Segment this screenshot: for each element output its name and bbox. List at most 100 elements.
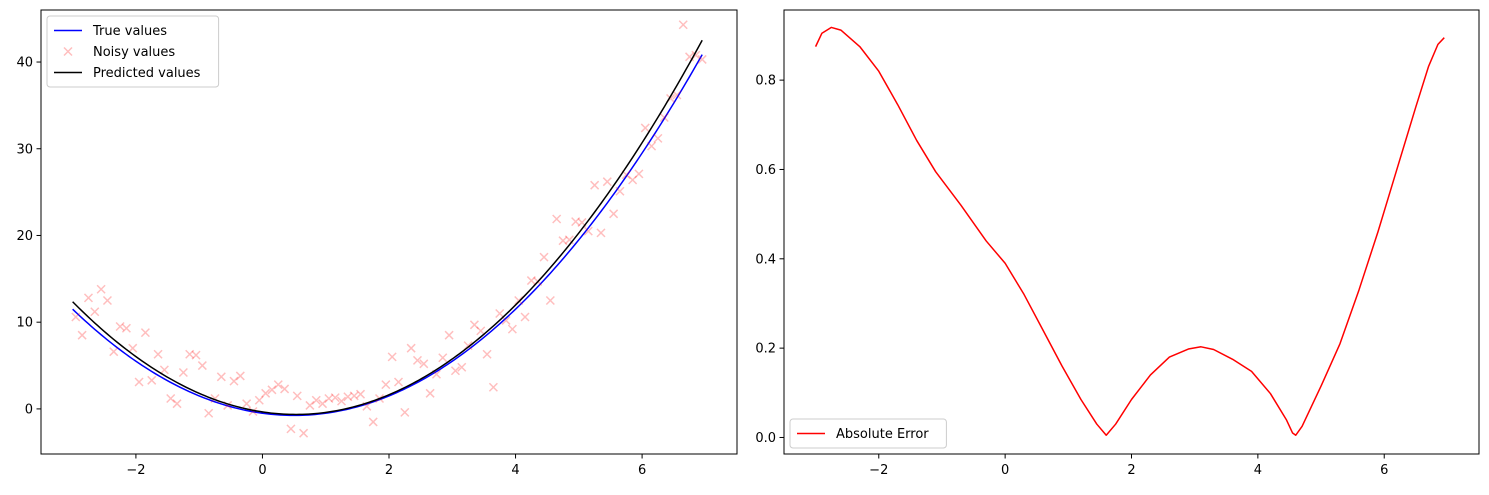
scatter-point (121, 323, 131, 333)
legend-label-true-values: True values (92, 24, 167, 39)
legend-box (789, 418, 947, 449)
scatter-point-stroke-b (362, 401, 372, 411)
scatter-point (292, 391, 302, 401)
scatter-point-stroke-a (583, 226, 593, 236)
scatter-point-stroke-b (191, 350, 201, 360)
scatter-point-stroke-b (558, 236, 568, 246)
scatter-point-stroke-b (412, 355, 423, 365)
scatter-point-stroke-b (400, 407, 410, 417)
scatter-point (102, 295, 112, 306)
y-tick-label: 0.2 (755, 342, 776, 357)
scatter-point-stroke-a (463, 341, 473, 351)
scatter-point-stroke-a (419, 359, 429, 369)
scatter-point-stroke-a (659, 113, 669, 123)
scatter-point-stroke-a (526, 276, 536, 286)
scatter-point-stroke-a (140, 328, 150, 338)
scatter-point-stroke-a (242, 399, 252, 409)
true-values-line (72, 54, 703, 417)
scatter-point (514, 295, 524, 306)
legend-box (46, 15, 220, 88)
scatter-point (280, 384, 290, 394)
y-tick-label: 40 (16, 56, 33, 71)
scatter-point-stroke-a (476, 326, 486, 336)
scatter-point-stroke-b (659, 113, 669, 123)
scatter-point (140, 328, 150, 338)
scatter-point-stroke-b (140, 328, 150, 338)
legend: True values Noisy values Predicted values (46, 15, 220, 88)
scatter-point (261, 388, 271, 398)
scatter-point (438, 353, 448, 363)
scatter-point (400, 407, 410, 417)
scatter-point (368, 417, 378, 427)
scatter-point (128, 343, 138, 353)
scatter-point (488, 382, 498, 392)
scatter-point-stroke-b (115, 321, 125, 332)
scatter-point (419, 359, 429, 369)
scatter-point-stroke-b (324, 393, 334, 404)
plot-area (814, 26, 1445, 436)
scatter-point-stroke-b (431, 369, 441, 379)
scatter-point (90, 307, 100, 317)
scatter-point-stroke-b (450, 366, 460, 376)
scatter-point-stroke-b (571, 217, 581, 227)
scatter-point-stroke-a (204, 408, 214, 418)
scatter-point-stroke-b (368, 417, 378, 427)
scatter-point-stroke-b (280, 384, 290, 394)
scatter-point-stroke-a (324, 393, 334, 404)
scatter-point-stroke-b (444, 330, 454, 340)
scatter-point (349, 391, 359, 401)
scatter-point-stroke-a (292, 391, 302, 401)
scatter-point-stroke-a (355, 389, 366, 399)
scatter-point-stroke-a (83, 293, 93, 303)
scatter-point-stroke-a (488, 382, 498, 392)
scatter-point-stroke-a (280, 384, 290, 394)
scatter-point-stroke-b (488, 382, 498, 392)
scatter-point-stroke-a (615, 186, 625, 196)
scatter-point-stroke-b (381, 380, 391, 390)
scatter-point (216, 372, 226, 382)
scatter-point (191, 350, 201, 360)
left-plot-panel: −2 0 2 4 6 0 10 20 30 40 True values Noisy values Pr… (16, 9, 738, 478)
scatter-point-stroke-b (615, 186, 625, 196)
scatter-point-stroke-a (166, 393, 176, 404)
scatter-point-stroke-b (109, 347, 119, 357)
scatter-point (463, 341, 473, 351)
scatter-point (545, 295, 555, 306)
scatter-point-stroke-b (185, 349, 195, 359)
scatter-point-stroke-a (172, 399, 182, 409)
scatter-point-stroke-b (292, 391, 302, 401)
scatter-point-stroke-a (109, 347, 119, 357)
scatter-point-stroke-b (254, 395, 264, 405)
scatter-point (197, 361, 207, 371)
scatter-point (526, 276, 536, 286)
scatter-point-stroke-a (121, 323, 131, 333)
scatter-point-stroke-a (666, 93, 676, 103)
scatter-point-stroke-a (305, 400, 315, 410)
scatter-point (457, 362, 467, 372)
scatter-point-stroke-b (438, 353, 448, 363)
scatter-point (204, 408, 214, 418)
scatter-point (273, 380, 283, 390)
scatter-point-stroke-b (545, 295, 555, 306)
scatter-point (628, 175, 638, 185)
scatter-point-stroke-b (577, 217, 587, 227)
y-tick-label: 0.0 (755, 431, 776, 446)
x-tick-label: 4 (1254, 463, 1262, 478)
scatter-point-stroke-a (495, 308, 505, 319)
scatter-point-stroke-b (552, 214, 562, 224)
scatter-point (450, 366, 460, 376)
scatter-point (444, 330, 454, 340)
scatter-point-stroke-b (299, 428, 309, 438)
scatter-point-stroke-b (349, 391, 359, 401)
scatter-point-stroke-b (147, 375, 157, 385)
scatter-point (166, 393, 176, 404)
scatter-point (185, 349, 195, 359)
scatter-point-stroke-a (697, 54, 707, 64)
x-tick-label: 6 (638, 463, 646, 478)
scatter-point-stroke-b (697, 54, 707, 64)
scatter-point-stroke-b (166, 393, 176, 404)
scatter-point (647, 141, 657, 151)
scatter-point (178, 367, 188, 378)
scatter-point (495, 308, 505, 319)
